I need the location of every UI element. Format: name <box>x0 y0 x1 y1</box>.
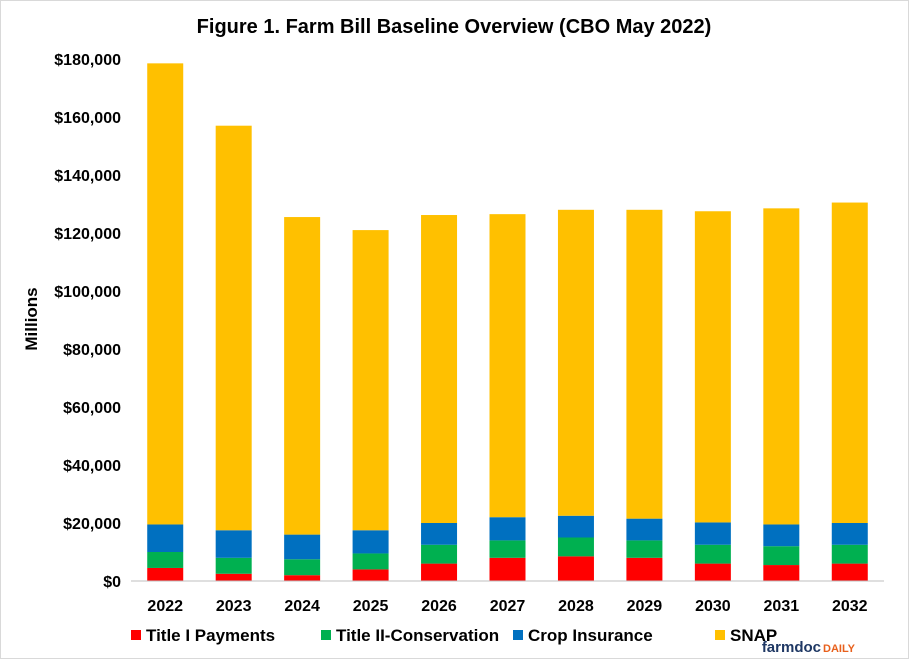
bar-segment <box>489 517 526 541</box>
bar-segment <box>215 530 252 558</box>
bar-segment <box>215 557 252 574</box>
bar-stack-2030 <box>694 211 731 581</box>
x-tick-label: 2029 <box>627 598 663 615</box>
x-tick-label: 2031 <box>764 598 800 615</box>
bar-stack-2027 <box>489 214 526 581</box>
x-tick-label: 2023 <box>216 598 252 615</box>
bar-segment <box>557 515 594 538</box>
bar-segment <box>352 553 389 570</box>
y-axis-label: Millions <box>22 287 41 350</box>
bar-segment <box>147 524 184 552</box>
bar-segment <box>557 556 594 581</box>
y-tick-label: $120,000 <box>54 226 121 243</box>
x-tick-label: 2025 <box>353 598 389 615</box>
bar-segment <box>147 63 184 525</box>
bar-segment <box>284 559 321 576</box>
chart-title: Figure 1. Farm Bill Baseline Overview (C… <box>197 16 712 38</box>
brand-daily: DAILY <box>823 643 856 655</box>
bar-stack-2032 <box>831 202 868 581</box>
legend-swatch <box>513 630 523 640</box>
legend-swatch <box>321 630 331 640</box>
x-tick-label: 2030 <box>695 598 731 615</box>
y-tick-label: $140,000 <box>54 168 121 185</box>
bar-segment <box>831 523 868 545</box>
farmdoc-daily-logo: farmdoc DAILY <box>762 639 856 656</box>
bar-stack-2023 <box>215 125 252 581</box>
y-tick-label: $20,000 <box>63 516 121 533</box>
legend-label: Title I Payments <box>146 626 275 645</box>
bar-segment <box>831 544 868 564</box>
legend-label: Title II-Conservation <box>336 626 499 645</box>
y-tick-label: $0 <box>103 574 121 591</box>
bar-segment <box>626 518 663 541</box>
bar-segment <box>352 530 389 554</box>
bar-segment <box>352 569 389 581</box>
bar-segment <box>694 522 731 545</box>
bar-stacks <box>147 63 868 581</box>
y-tick-label: $160,000 <box>54 110 121 127</box>
bar-segment <box>831 202 868 524</box>
x-axis-ticks: 2022 2023 2024 2025 2026 2027 2028 2029 2030 2031… <box>147 598 867 615</box>
bar-segment <box>147 552 184 568</box>
bar-segment <box>489 557 526 581</box>
y-axis-ticks: $0 $20,000 $40,000 $60,000 $80,000 $100,000 $1… <box>54 52 121 591</box>
bar-segment <box>284 575 321 581</box>
x-tick-label: 2032 <box>832 598 868 615</box>
bar-stack-2029 <box>626 209 663 581</box>
bar-segment <box>284 534 321 560</box>
bar-stack-2022 <box>147 63 184 581</box>
bar-segment <box>626 540 663 558</box>
bar-segment <box>421 523 458 545</box>
bar-stack-2024 <box>284 217 321 581</box>
bar-segment <box>147 567 184 581</box>
bar-segment <box>694 563 731 581</box>
bar-segment <box>489 214 526 518</box>
bar-segment <box>626 209 663 519</box>
bar-segment <box>626 557 663 581</box>
bar-segment <box>763 565 800 581</box>
y-tick-label: $40,000 <box>63 458 121 475</box>
y-tick-label: $60,000 <box>63 400 121 417</box>
bar-segment <box>694 544 731 564</box>
bar-segment <box>215 573 252 581</box>
bar-stack-2025 <box>352 230 389 581</box>
bar-segment <box>694 211 731 523</box>
bar-segment <box>284 217 321 535</box>
x-tick-label: 2026 <box>421 598 457 615</box>
bar-stack-2028 <box>557 209 594 581</box>
bar-segment <box>763 524 800 547</box>
bar-segment <box>352 230 389 531</box>
x-tick-label: 2027 <box>490 598 526 615</box>
y-tick-label: $80,000 <box>63 342 121 359</box>
legend-swatch <box>715 630 725 640</box>
bar-segment <box>557 209 594 516</box>
bar-segment <box>421 563 458 581</box>
brand-farmdoc: farmdoc <box>762 639 821 656</box>
legend-label: SNAP <box>730 626 777 645</box>
bar-stack-2026 <box>421 215 458 581</box>
legend-swatch <box>131 630 141 640</box>
x-tick-label: 2024 <box>284 598 320 615</box>
bar-segment <box>421 215 458 523</box>
bar-segment <box>557 537 594 557</box>
chart-legend: Title I Payments Title II-Conservation Cro… <box>131 626 777 645</box>
bar-stack-2031 <box>763 208 800 581</box>
bar-segment <box>421 544 458 564</box>
y-tick-label: $180,000 <box>54 52 121 69</box>
y-tick-label: $100,000 <box>54 284 121 301</box>
bar-segment <box>763 208 800 525</box>
x-tick-label: 2028 <box>558 598 594 615</box>
bar-segment <box>831 563 868 581</box>
x-tick-label: 2022 <box>147 598 183 615</box>
bar-segment <box>215 125 252 531</box>
bar-segment <box>763 546 800 566</box>
legend-label: Crop Insurance <box>528 626 653 645</box>
bar-segment <box>489 540 526 558</box>
